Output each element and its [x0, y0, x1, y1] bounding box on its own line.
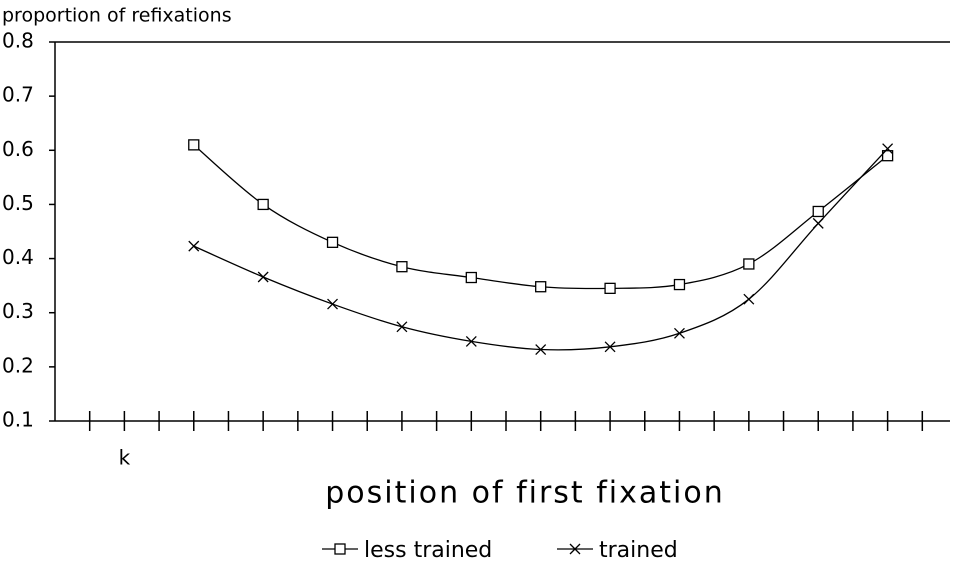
cross-marker — [465, 335, 477, 347]
legend-label: trained — [599, 538, 678, 563]
square-marker — [673, 278, 686, 291]
cross-marker — [812, 217, 824, 229]
cross-marker — [257, 271, 269, 283]
y-tick-label: 0.2 — [2, 353, 34, 377]
y-axis-label: proportion of refixations — [2, 5, 232, 27]
y-tick-label: 0.4 — [2, 245, 34, 269]
y-tick-label: 0.5 — [2, 191, 34, 215]
x-marker-label: k — [119, 446, 131, 470]
square-marker — [326, 236, 339, 248]
cross-marker — [535, 344, 547, 355]
square-marker — [881, 150, 894, 162]
cross-marker — [882, 143, 894, 155]
cross-marker — [188, 240, 200, 252]
series-line — [193, 144, 889, 290]
square-marker — [535, 281, 547, 293]
cross-marker — [569, 543, 581, 555]
y-tick-label: 0.7 — [2, 83, 34, 107]
square-marker — [188, 139, 200, 151]
legend-label: less trained — [364, 538, 492, 563]
y-tick-label: 0.8 — [2, 29, 34, 53]
cross-marker — [674, 327, 685, 339]
square-marker — [604, 282, 616, 295]
cross-marker — [743, 293, 755, 305]
y-tick-label: 0.3 — [2, 299, 34, 323]
y-tick-label: 0.1 — [2, 408, 34, 432]
square-marker — [812, 205, 824, 218]
square-marker — [334, 543, 346, 555]
square-marker — [257, 198, 269, 211]
cross-marker — [327, 298, 338, 310]
square-marker — [396, 261, 408, 273]
y-tick-label: 0.6 — [2, 137, 34, 161]
cross-marker — [396, 321, 408, 333]
square-marker — [743, 258, 755, 270]
series-line — [193, 148, 889, 351]
x-axis-label: position of first fixation — [325, 476, 724, 511]
square-marker — [465, 271, 477, 284]
cross-marker — [604, 341, 616, 353]
